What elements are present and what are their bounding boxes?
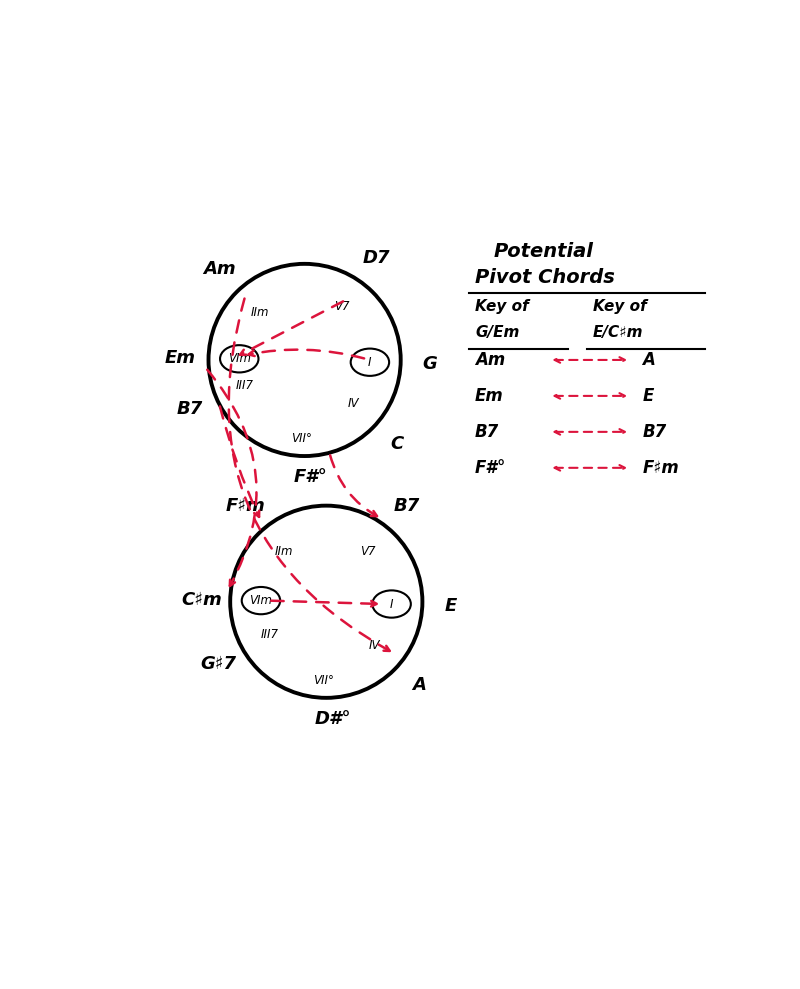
Text: B7: B7 [475,423,499,441]
Text: E: E [445,597,458,615]
Text: Em: Em [475,387,504,405]
Text: I: I [390,597,394,610]
Text: III7: III7 [235,379,254,392]
Text: Am: Am [203,259,236,278]
Text: V7: V7 [361,545,376,558]
Text: IV: IV [369,639,381,652]
Text: A: A [642,351,655,369]
Text: F♯m: F♯m [226,497,266,515]
Text: Key of: Key of [475,300,529,315]
Text: IIm: IIm [275,545,294,558]
Text: D#°: D#° [314,710,350,728]
Text: C: C [391,434,404,453]
Text: Potential: Potential [494,242,594,261]
Text: F♯m: F♯m [642,459,679,477]
Text: E: E [642,387,654,405]
Text: B7: B7 [394,497,420,515]
Text: V7: V7 [334,300,350,313]
Text: Am: Am [475,351,506,369]
Text: I: I [368,356,372,369]
Text: F#°: F#° [294,468,328,487]
Text: C♯m: C♯m [181,590,222,608]
Text: Pivot Chords: Pivot Chords [475,268,615,287]
Text: VIm: VIm [228,352,250,365]
Text: VII°: VII° [313,674,334,687]
Text: B7: B7 [177,400,202,417]
Text: G♯7: G♯7 [200,655,236,674]
Text: G/Em: G/Em [475,325,519,340]
Text: G: G [422,355,437,373]
Text: D7: D7 [362,248,390,267]
Text: B7: B7 [642,423,666,441]
Text: VIm: VIm [250,594,273,607]
Text: Em: Em [164,349,195,367]
Text: III7: III7 [261,628,278,641]
Text: A: A [412,676,426,694]
Text: VII°: VII° [291,432,312,445]
Text: F#°: F#° [475,459,506,477]
Text: IIm: IIm [250,306,270,318]
Text: Key of: Key of [593,300,646,315]
Text: IV: IV [347,398,359,410]
Text: E/C♯m: E/C♯m [593,325,643,340]
